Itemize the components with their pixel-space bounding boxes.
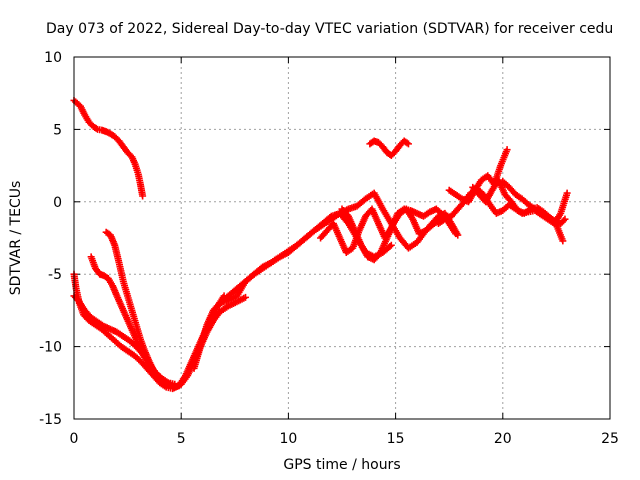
data-point bbox=[560, 217, 568, 225]
grid bbox=[74, 57, 610, 419]
plot-frame bbox=[73, 56, 611, 420]
x-axis-label: GPS time / hours bbox=[283, 457, 400, 473]
data-point bbox=[166, 380, 174, 388]
series-arc-5 bbox=[102, 228, 174, 388]
data-point bbox=[561, 215, 569, 223]
data-point bbox=[242, 293, 250, 301]
series-points bbox=[70, 96, 571, 393]
x-tick-label: 25 bbox=[601, 431, 619, 447]
series-arc-13 bbox=[469, 176, 567, 245]
data-point bbox=[92, 124, 100, 132]
x-tick-label: 20 bbox=[494, 431, 512, 447]
data-point bbox=[563, 189, 571, 197]
series-arc-14 bbox=[499, 178, 569, 228]
y-tick-label: -15 bbox=[39, 412, 62, 428]
chart-title: Day 073 of 2022, Sidereal Day-to-day VTE… bbox=[46, 21, 613, 37]
series-arc-12 bbox=[445, 146, 511, 206]
data-point bbox=[404, 140, 412, 148]
data-point bbox=[503, 146, 511, 154]
series-arc-7 bbox=[216, 189, 455, 307]
data-point bbox=[454, 231, 462, 239]
y-tick-label: 5 bbox=[53, 122, 62, 138]
x-tick-label: 15 bbox=[387, 431, 405, 447]
tick-labels: 0 5 10 15 20 25 -15 -10 -5 0 5 10 bbox=[39, 50, 619, 447]
y-tick-label: -10 bbox=[39, 340, 62, 356]
data-point bbox=[386, 242, 394, 250]
y-tick-label: -5 bbox=[48, 267, 62, 283]
data-point bbox=[559, 237, 567, 245]
series-arc-1 bbox=[70, 96, 147, 200]
y-axis-label: SDTVAR / TECUs bbox=[8, 181, 24, 296]
series-arc-6 bbox=[190, 209, 395, 372]
data-point bbox=[403, 139, 411, 147]
y-tick-label: 10 bbox=[44, 50, 62, 66]
data-point bbox=[139, 192, 147, 200]
data-point bbox=[387, 241, 395, 249]
x-tick-label: 10 bbox=[279, 431, 297, 447]
x-tick-label: 5 bbox=[177, 431, 186, 447]
y-tick-label: 0 bbox=[53, 195, 62, 211]
x-tick-label: 0 bbox=[70, 431, 79, 447]
series-arc-9 bbox=[338, 205, 462, 264]
series-arc-10 bbox=[366, 137, 412, 159]
